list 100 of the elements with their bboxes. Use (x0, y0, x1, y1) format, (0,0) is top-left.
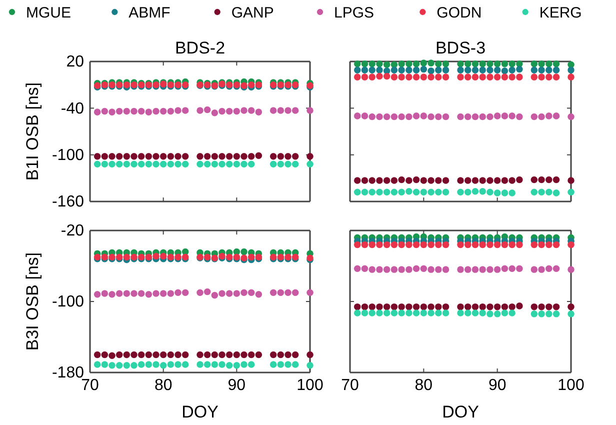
point (233, 160, 240, 168)
point (383, 188, 390, 196)
point (428, 241, 434, 248)
point (204, 153, 211, 160)
point (457, 310, 464, 316)
point (568, 66, 574, 74)
point (108, 362, 116, 369)
point (383, 266, 390, 273)
point (277, 107, 284, 114)
point (368, 74, 376, 80)
point (240, 107, 248, 114)
point (546, 176, 552, 184)
point (464, 266, 472, 273)
point (464, 310, 472, 316)
point (464, 66, 472, 74)
point (160, 108, 167, 115)
point (306, 160, 314, 168)
point (428, 303, 434, 310)
point (406, 303, 412, 310)
point (116, 153, 123, 160)
point (368, 113, 376, 120)
point (412, 265, 420, 272)
point (412, 74, 420, 80)
point (428, 74, 434, 80)
legend-label: ABMF (128, 4, 170, 22)
point (508, 66, 516, 74)
point (428, 188, 434, 196)
point (479, 303, 486, 310)
point (226, 362, 233, 369)
point (398, 66, 405, 74)
point (486, 188, 494, 196)
point (546, 265, 552, 272)
point (464, 74, 472, 80)
point (428, 113, 434, 120)
point (167, 290, 174, 297)
point (306, 362, 314, 369)
point (508, 303, 516, 310)
point (508, 310, 516, 316)
y-tick-label: -100 (52, 146, 84, 164)
point (486, 60, 494, 68)
point (361, 303, 368, 310)
point (406, 266, 412, 273)
point (211, 351, 218, 358)
point (174, 160, 182, 168)
point (383, 241, 390, 248)
point (145, 108, 152, 116)
point (486, 241, 494, 248)
point (435, 188, 442, 196)
point (361, 177, 368, 184)
point (138, 153, 145, 160)
point (568, 74, 574, 80)
point (406, 66, 412, 74)
point (428, 177, 434, 184)
point (270, 160, 277, 168)
point (501, 241, 508, 248)
point (546, 66, 552, 74)
point (277, 351, 284, 358)
point (233, 290, 240, 297)
point (130, 362, 138, 369)
legend-label: LPGS (334, 4, 374, 22)
point (248, 289, 255, 296)
point (457, 177, 464, 184)
point (101, 290, 108, 297)
point (538, 310, 545, 318)
point (160, 351, 167, 358)
point (182, 160, 189, 168)
point (240, 153, 248, 160)
legend-label: GODN (436, 4, 482, 22)
point (233, 351, 240, 358)
point (530, 310, 538, 318)
point (479, 188, 486, 195)
point (516, 241, 523, 248)
point (538, 241, 545, 248)
point (508, 74, 516, 80)
point (152, 290, 160, 297)
point (116, 160, 123, 168)
point (368, 188, 376, 196)
point (412, 303, 420, 310)
point (376, 113, 383, 120)
point (457, 266, 464, 273)
point (167, 108, 174, 115)
point (368, 60, 376, 68)
point (145, 291, 152, 298)
point (457, 113, 464, 120)
point (277, 160, 284, 168)
point (420, 188, 428, 196)
point (292, 160, 299, 168)
point (145, 153, 152, 160)
point (101, 160, 108, 168)
point (354, 60, 361, 68)
point (530, 303, 538, 310)
point (138, 160, 145, 168)
point (390, 74, 398, 80)
point (546, 74, 552, 80)
point (516, 66, 523, 73)
point (226, 351, 233, 358)
y-axis-title: B1I OSB [ns] (23, 82, 42, 181)
point (442, 60, 450, 68)
point (292, 351, 299, 358)
point (472, 74, 479, 80)
